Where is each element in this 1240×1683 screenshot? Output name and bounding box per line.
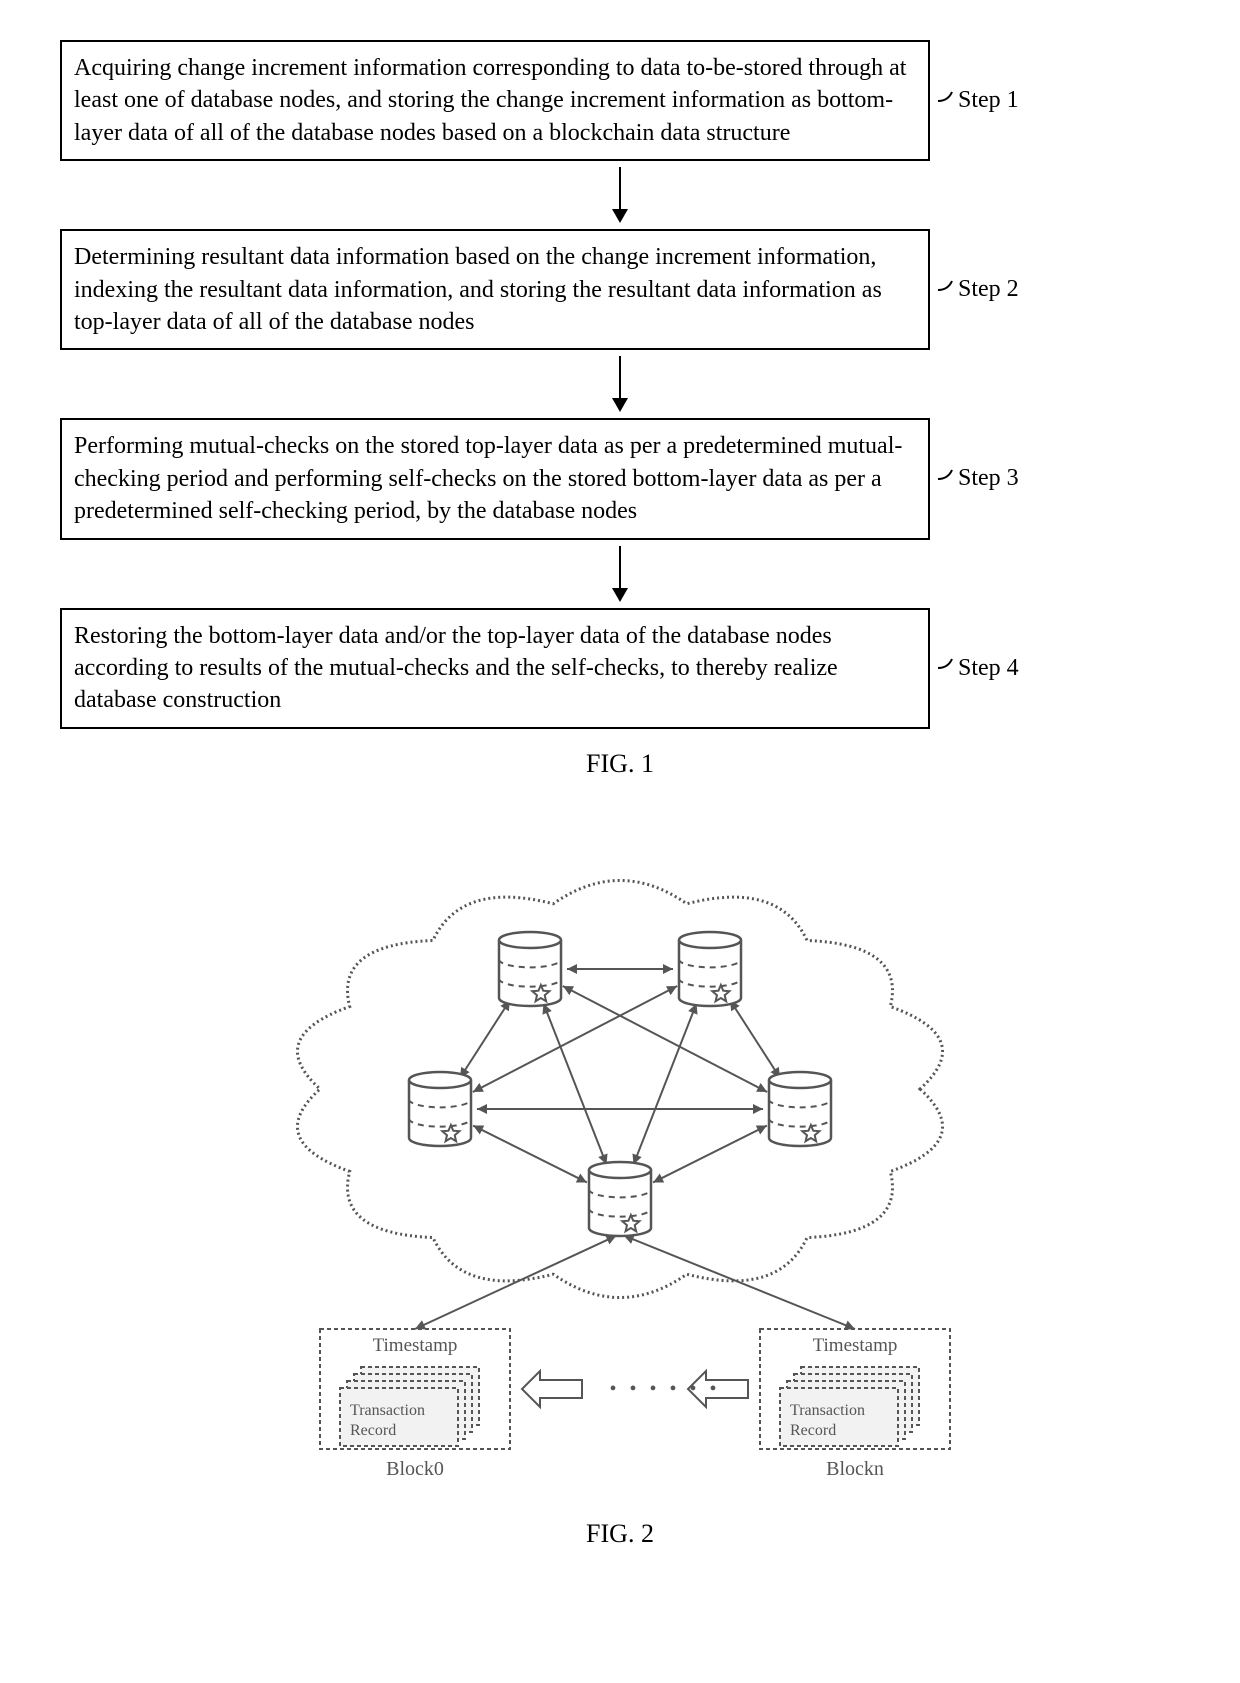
svg-text:Record: Record <box>350 1422 396 1439</box>
step-2-label: Step 2 <box>938 276 1019 303</box>
step-2-row: Determining resultant data information b… <box>60 229 1180 350</box>
fig1-flowchart: Acquiring change increment information c… <box>60 40 1180 779</box>
step-1-row: Acquiring change increment information c… <box>60 40 1180 161</box>
step-3-row: Performing mutual-checks on the stored t… <box>60 418 1180 539</box>
database-icon <box>769 1072 831 1146</box>
database-icon <box>499 932 561 1006</box>
svg-text:Transaction: Transaction <box>350 1402 425 1419</box>
step-1-label: Step 1 <box>938 87 1019 114</box>
step-2-label-text: Step 2 <box>958 276 1019 303</box>
fig1-caption: FIG. 1 <box>586 749 654 779</box>
svg-text:Record: Record <box>790 1422 836 1439</box>
fig2-diagram: TimestampTransactionRecordBlock0Timestam… <box>60 859 1180 1549</box>
step-4-label-text: Step 4 <box>958 655 1019 682</box>
database-icon <box>679 932 741 1006</box>
step-3-box: Performing mutual-checks on the stored t… <box>60 418 930 539</box>
svg-text:Timestamp: Timestamp <box>813 1335 898 1356</box>
connector-hook-icon <box>938 657 958 679</box>
svg-text:Block0: Block0 <box>386 1458 444 1480</box>
block-bn: Timestamp Transaction Record Blockn <box>760 1329 950 1480</box>
step-1-box: Acquiring change increment information c… <box>60 40 930 161</box>
arrow-2 <box>608 356 632 412</box>
arrow-1 <box>608 167 632 223</box>
database-icon <box>409 1072 471 1146</box>
arrow-3 <box>608 546 632 602</box>
step-3-label: Step 3 <box>938 465 1019 492</box>
database-icon <box>589 1162 651 1236</box>
step-4-row: Restoring the bottom-layer data and/or t… <box>60 608 1180 729</box>
step-1-label-text: Step 1 <box>958 87 1019 114</box>
svg-text:• • • • • •: • • • • • • <box>609 1378 720 1400</box>
fig2-svg: TimestampTransactionRecordBlock0Timestam… <box>240 859 1000 1499</box>
step-3-label-text: Step 3 <box>958 465 1019 492</box>
svg-text:Transaction: Transaction <box>790 1402 865 1419</box>
connector-hook-icon <box>938 90 958 112</box>
connector-hook-icon <box>938 279 958 301</box>
svg-text:Timestamp: Timestamp <box>373 1335 458 1356</box>
step-2-box: Determining resultant data information b… <box>60 229 930 350</box>
fig2-caption: FIG. 2 <box>586 1519 654 1549</box>
step-4-box: Restoring the bottom-layer data and/or t… <box>60 608 930 729</box>
connector-hook-icon <box>938 468 958 490</box>
block-b0: Timestamp Transaction Record Block0 <box>320 1329 510 1480</box>
svg-text:Blockn: Blockn <box>826 1458 884 1480</box>
step-4-label: Step 4 <box>938 655 1019 682</box>
